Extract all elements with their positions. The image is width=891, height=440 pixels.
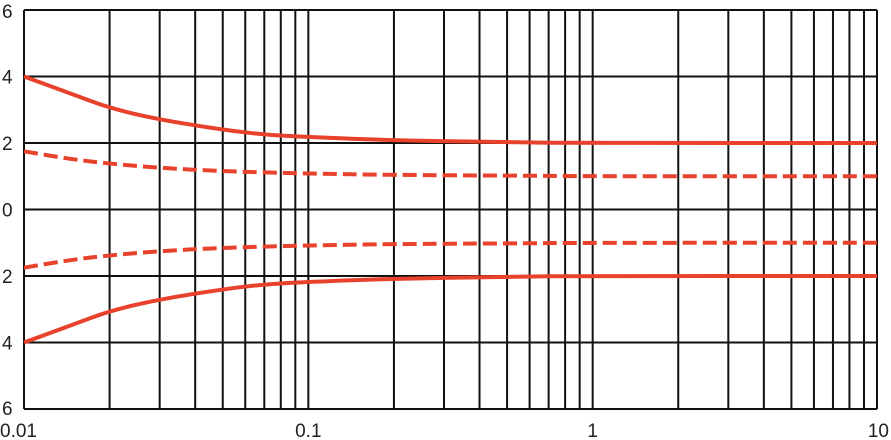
y-tick-label: 4 (2, 334, 13, 355)
series-line-1 (23, 74, 877, 146)
series-layer (23, 74, 877, 345)
x-tick-label: 0.1 (295, 421, 321, 440)
y-tick-label: 6 (2, 399, 13, 420)
x-tick-label: 10 (868, 421, 889, 440)
series-line-2 (23, 149, 877, 179)
y-tick-label: 6 (2, 2, 13, 23)
y-tick-label: 0 (2, 201, 13, 222)
x-tick-label: 1 (587, 421, 598, 440)
grid (23, 9, 878, 410)
series-line-3 (23, 240, 877, 270)
y-tick-label: 4 (2, 68, 13, 89)
y-tick-label: 2 (2, 267, 13, 288)
x-tick-label: 0.01 (0, 421, 37, 440)
y-tick-label: 2 (2, 134, 13, 155)
series-line-4 (23, 273, 877, 345)
